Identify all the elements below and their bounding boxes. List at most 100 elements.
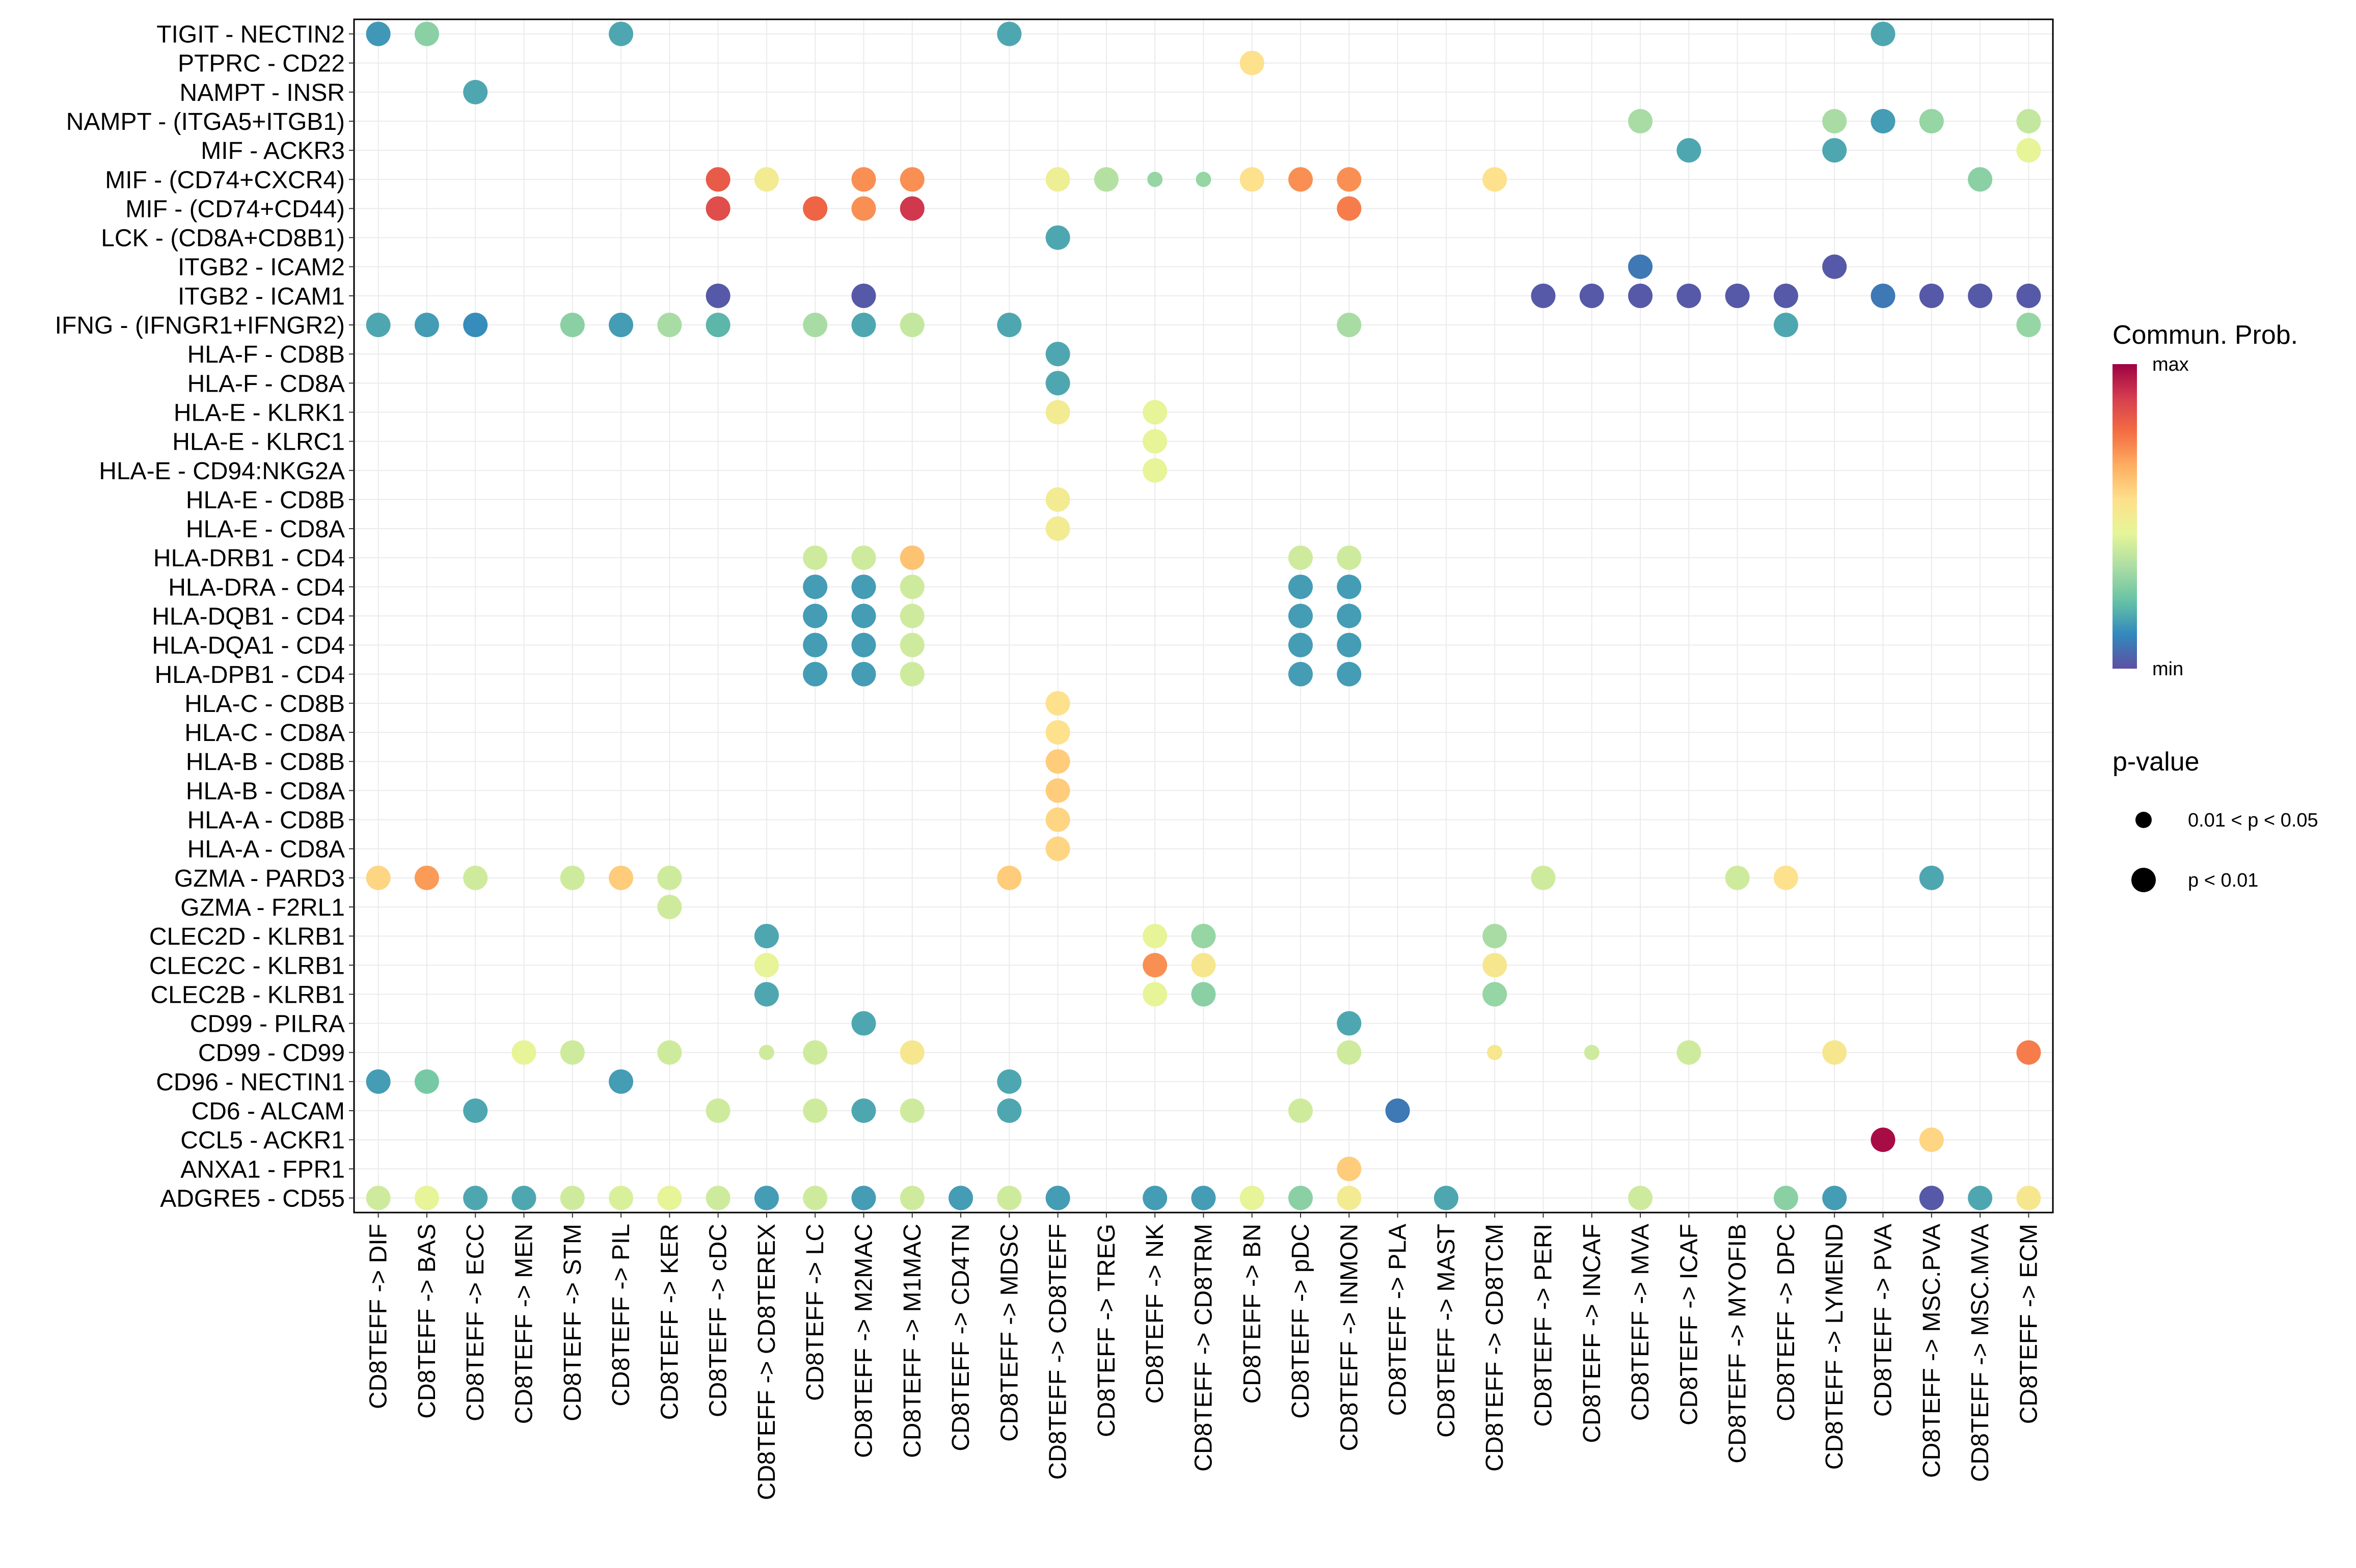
x-tick-label: CD8TEFF -> PLA — [1385, 1224, 1412, 1416]
data-point — [1045, 225, 1070, 250]
data-point — [366, 21, 391, 46]
data-point — [997, 21, 1022, 46]
data-point — [706, 283, 730, 308]
data-point — [1482, 167, 1507, 192]
data-point — [609, 313, 634, 338]
x-tick-label: CD8TEFF -> MSC.PVA — [1918, 1224, 1945, 1478]
data-point — [1337, 545, 1362, 570]
data-point — [803, 196, 828, 221]
data-point — [851, 313, 876, 338]
data-point — [657, 1040, 682, 1065]
data-point — [949, 1186, 973, 1211]
legend-color-title: Commun. Prob. — [2113, 320, 2298, 350]
data-point — [1045, 691, 1070, 716]
data-point — [1191, 982, 1216, 1007]
data-point — [1288, 574, 1313, 599]
x-tick-label: CD8TEFF -> cDC — [705, 1224, 732, 1417]
data-point — [851, 1098, 876, 1123]
data-point — [803, 1098, 828, 1123]
x-tick-label: CD8TEFF -> PERI — [1530, 1224, 1557, 1427]
data-point — [1045, 778, 1070, 803]
x-tick-label: CD8TEFF -> CD8TEFF — [1045, 1224, 1072, 1480]
data-point — [1531, 283, 1556, 308]
data-point — [754, 1186, 779, 1211]
legend-size-small-label: 0.01 < p < 0.05 — [2188, 810, 2318, 831]
y-tick-label: MIF - (CD74+CXCR4) — [105, 167, 345, 194]
data-point — [1337, 1157, 1362, 1181]
data-point — [900, 574, 925, 599]
data-point — [1288, 662, 1313, 686]
data-point — [997, 1186, 1022, 1211]
data-point — [1045, 1186, 1070, 1211]
data-point — [1822, 109, 1847, 134]
data-point — [1191, 953, 1216, 978]
data-point — [2016, 109, 2041, 134]
data-point — [851, 574, 876, 599]
data-point — [1045, 749, 1070, 774]
legend-size-small-dot — [2135, 812, 2152, 828]
data-point — [609, 865, 634, 890]
data-point — [1094, 167, 1119, 192]
data-point — [1143, 400, 1168, 425]
data-point — [1676, 138, 1701, 163]
data-point — [1288, 632, 1313, 657]
legend: Commun. Prob. max min p-value 0.01 < p <… — [2113, 320, 2318, 892]
data-point — [2016, 1186, 2041, 1211]
data-point — [900, 545, 925, 570]
data-point — [1628, 1186, 1653, 1211]
y-tick-label: GZMA - F2RL1 — [180, 894, 345, 921]
data-point — [1676, 283, 1701, 308]
x-tick-label: CD8TEFF -> CD8TCM — [1481, 1224, 1508, 1472]
data-point — [900, 196, 925, 221]
y-tick-label: IFNG - (IFNGR1+IFNGR2) — [55, 312, 345, 339]
x-tick-label: CD8TEFF -> CD8TRM — [1190, 1224, 1217, 1472]
data-point — [803, 1186, 828, 1211]
y-tick-label: HLA-DQB1 - CD4 — [152, 603, 345, 630]
data-point — [1288, 603, 1313, 628]
x-tick-label: CD8TEFF -> CD8TEREX — [753, 1224, 780, 1500]
x-tick-label: CD8TEFF -> MEN — [511, 1224, 538, 1424]
data-point — [1337, 1186, 1362, 1211]
data-point — [414, 21, 439, 46]
data-point — [803, 574, 828, 599]
legend-size-large-label: p < 0.01 — [2188, 870, 2258, 891]
data-point — [754, 924, 779, 949]
y-tick-label: HLA-DRB1 - CD4 — [153, 545, 345, 572]
data-point — [1773, 313, 1798, 338]
data-point — [463, 1186, 488, 1211]
x-tick-label: CD8TEFF -> STM — [559, 1224, 586, 1421]
data-point — [560, 865, 585, 890]
data-point — [1045, 836, 1070, 861]
data-point — [900, 1040, 925, 1065]
x-tick-label: CD8TEFF -> MYOFIB — [1724, 1224, 1751, 1464]
data-point — [1337, 1040, 1362, 1065]
data-point — [754, 167, 779, 192]
data-point — [1147, 172, 1163, 187]
data-point — [1676, 1040, 1701, 1065]
data-point — [2016, 138, 2041, 163]
data-point — [1045, 400, 1070, 425]
y-tick-label: LCK - (CD8A+CD8B1) — [101, 225, 345, 252]
data-point — [900, 662, 925, 686]
y-tick-label: CLEC2C - KLRB1 — [149, 952, 345, 979]
data-point — [997, 313, 1022, 338]
data-point — [759, 1044, 774, 1060]
legend-colorbar-min-label: min — [2152, 658, 2183, 680]
x-tick-label: CD8TEFF -> M2MAC — [851, 1224, 878, 1458]
data-point — [2016, 313, 2041, 338]
data-point — [1337, 167, 1362, 192]
y-tick-label: HLA-DQA1 - CD4 — [152, 632, 345, 659]
data-point — [900, 313, 925, 338]
data-point — [560, 313, 585, 338]
data-point — [366, 1069, 391, 1094]
y-tick-label: MIF - (CD74+CD44) — [125, 196, 345, 223]
y-tick-label: PTPRC - CD22 — [178, 50, 345, 77]
data-point — [706, 313, 730, 338]
data-point — [414, 865, 439, 890]
data-point — [560, 1186, 585, 1211]
data-point — [560, 1040, 585, 1065]
y-tick-label: HLA-E - CD8B — [186, 487, 345, 514]
y-tick-label: TIGIT - NECTIN2 — [156, 21, 345, 48]
x-tick-label: CD8TEFF -> INCAF — [1579, 1224, 1606, 1443]
